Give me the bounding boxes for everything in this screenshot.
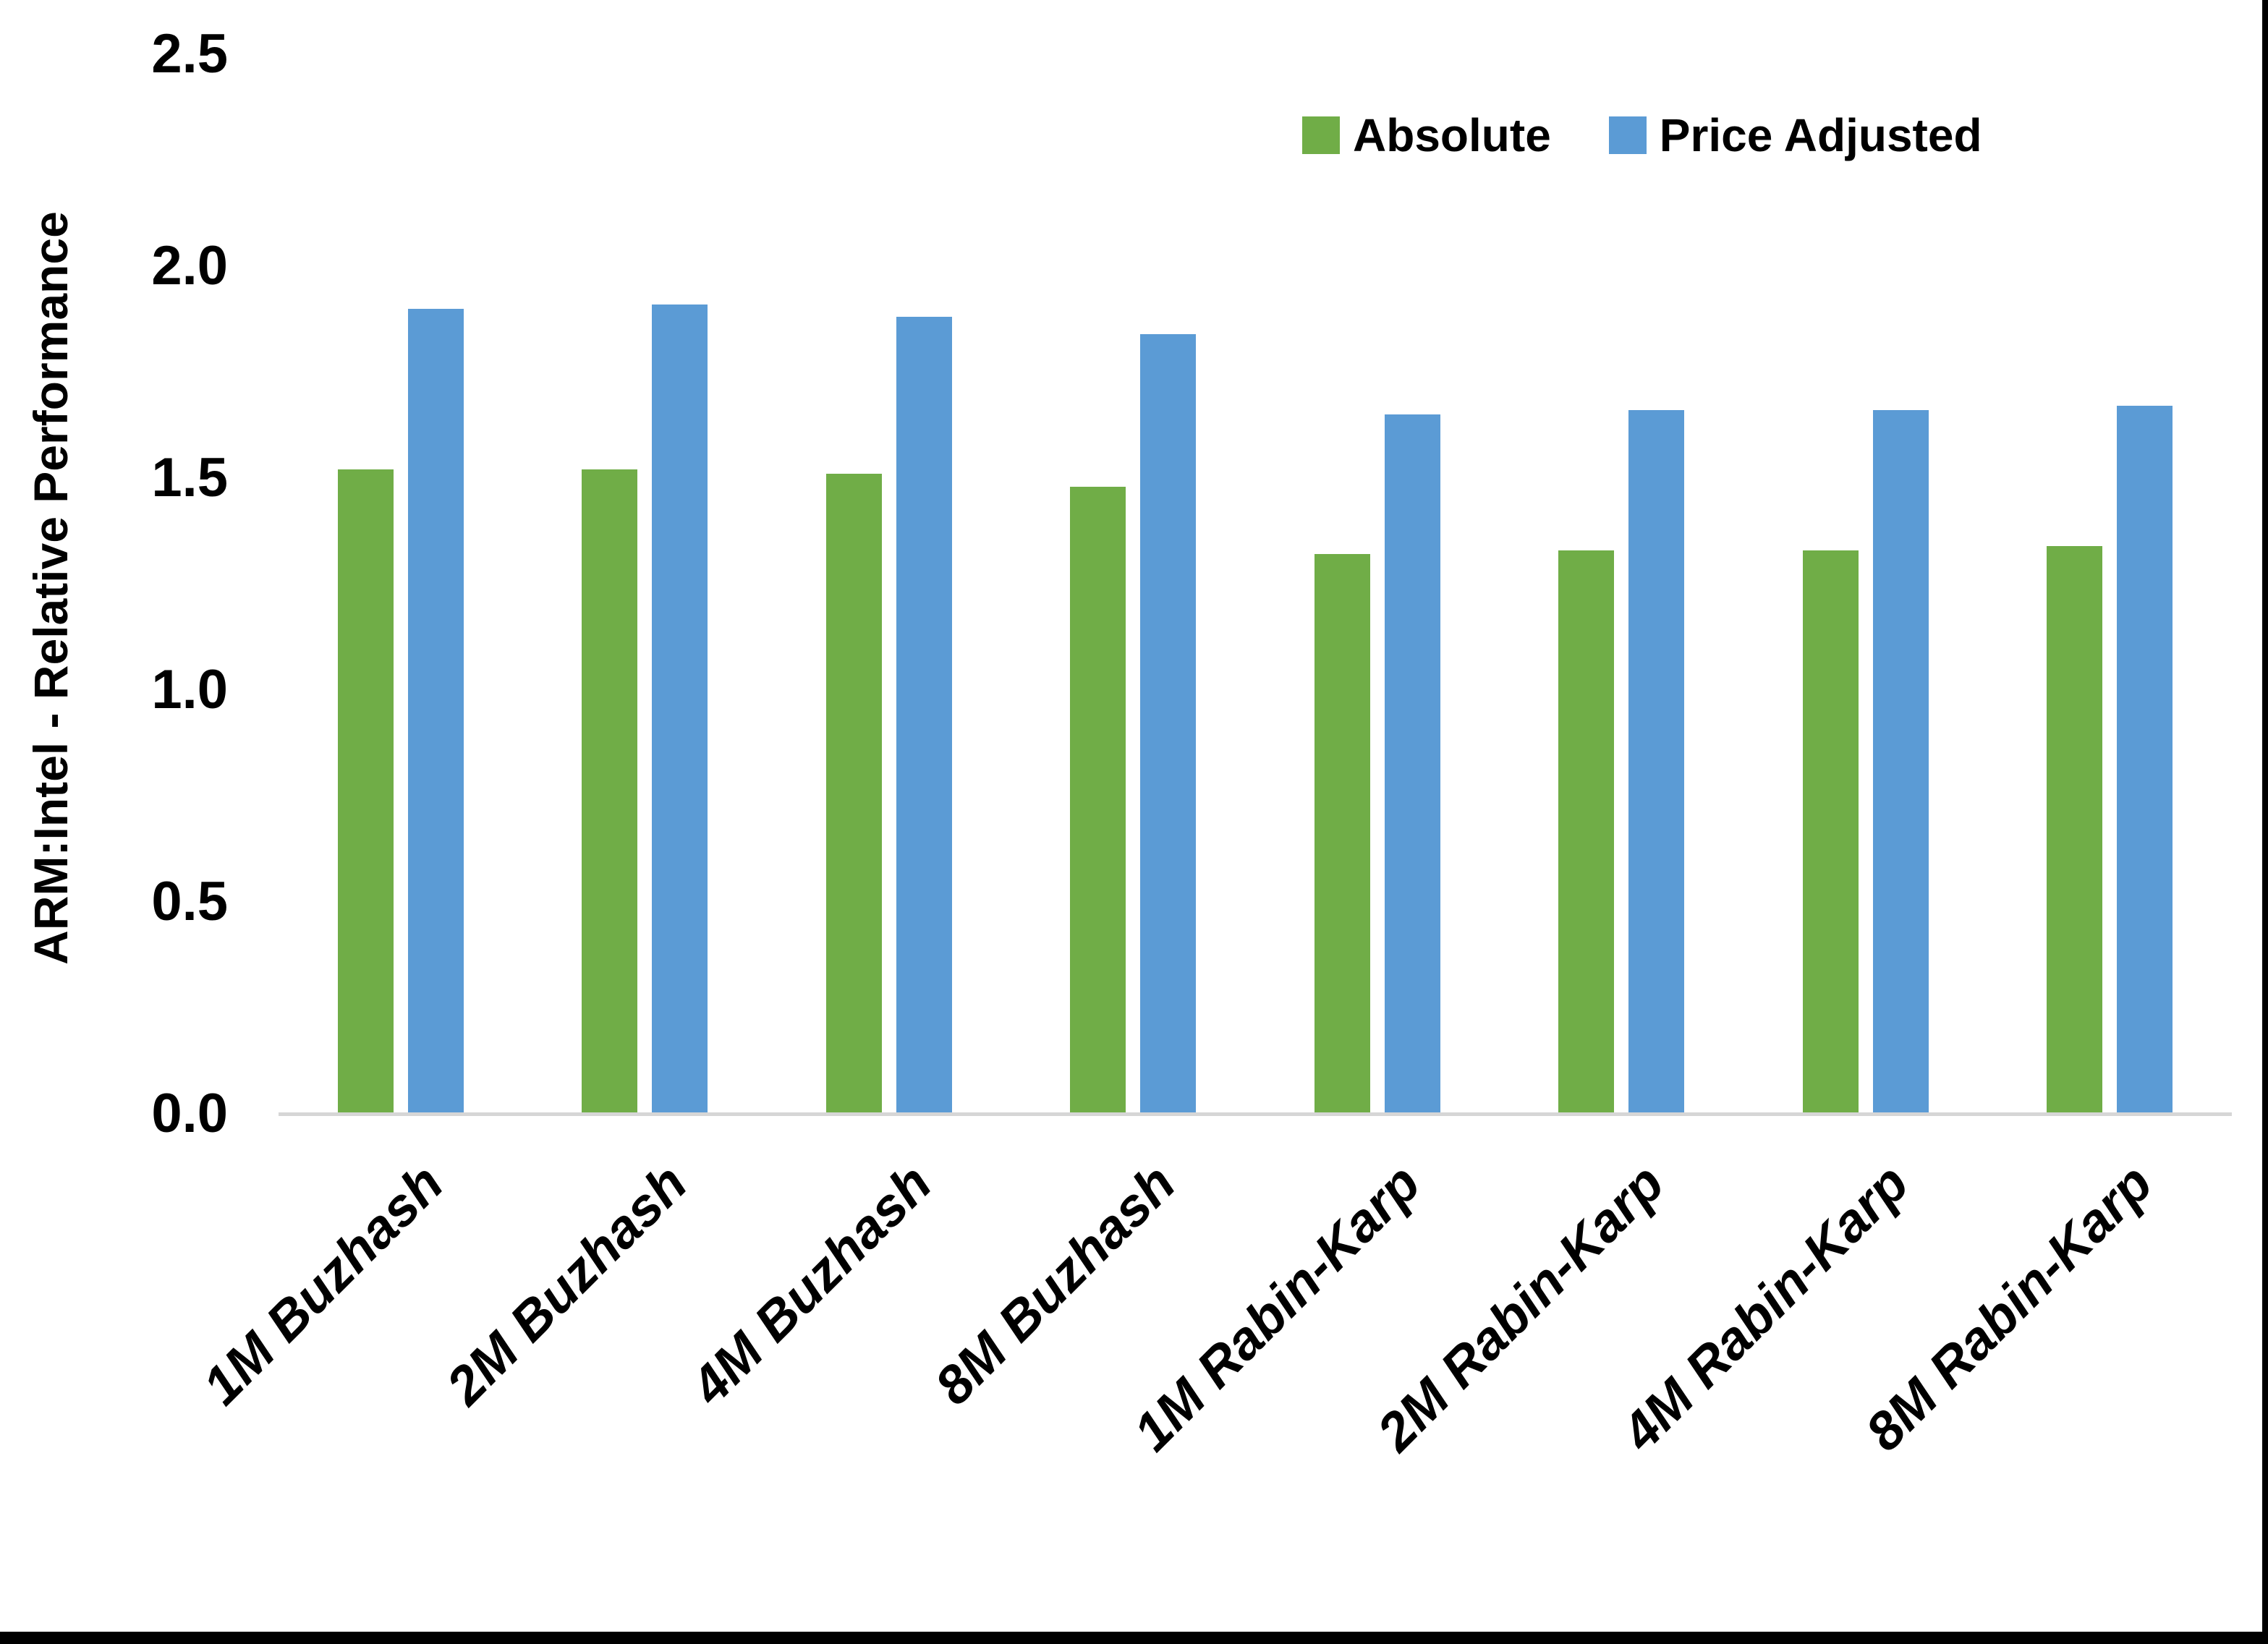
bar-price-adjusted-1m-rabin-karp — [1385, 414, 1440, 1114]
x-category-label-2m-buzhash: 2M Buzhash — [435, 1152, 699, 1416]
y-tick-label-0.0: 0.0 — [151, 1083, 228, 1144]
plot-area — [279, 54, 2232, 1114]
bar-price-adjusted-4m-buzhash — [896, 317, 952, 1114]
bar-absolute-1m-buzhash — [338, 469, 394, 1114]
legend: Absolute Price Adjusted — [1302, 108, 1982, 162]
legend-swatch-price-adjusted-icon — [1608, 116, 1647, 154]
x-category-label-8m-buzhash: 8M Buzhash — [923, 1152, 1187, 1416]
bar-absolute-8m-buzhash — [1070, 487, 1126, 1114]
legend-item-price-adjusted: Price Adjusted — [1608, 108, 1982, 162]
x-axis-baseline — [279, 1112, 2232, 1116]
y-tick-label-2.0: 2.0 — [151, 235, 228, 297]
x-category-label-1m-buzhash: 1M Buzhash — [191, 1152, 455, 1416]
bar-price-adjusted-2m-rabin-karp — [1628, 410, 1684, 1114]
bar-price-adjusted-4m-rabin-karp — [1873, 410, 1929, 1114]
y-tick-label-2.5: 2.5 — [151, 23, 228, 85]
bar-price-adjusted-8m-buzhash — [1140, 334, 1196, 1114]
y-tick-label-1.0: 1.0 — [151, 659, 228, 720]
frame-border-right — [2262, 0, 2268, 1644]
bar-price-adjusted-8m-rabin-karp — [2117, 406, 2173, 1114]
frame-border-bottom — [0, 1632, 2268, 1644]
legend-item-absolute: Absolute — [1302, 108, 1551, 162]
bar-price-adjusted-1m-buzhash — [408, 309, 464, 1114]
bar-absolute-2m-rabin-karp — [1558, 550, 1614, 1114]
bar-absolute-2m-buzhash — [582, 469, 637, 1114]
legend-swatch-absolute-icon — [1302, 116, 1340, 154]
bar-absolute-4m-buzhash — [826, 474, 882, 1114]
legend-label-absolute: Absolute — [1353, 109, 1551, 161]
y-tick-label-1.5: 1.5 — [151, 447, 228, 508]
bar-absolute-4m-rabin-karp — [1803, 550, 1859, 1114]
bar-absolute-1m-rabin-karp — [1314, 554, 1370, 1114]
legend-label-price-adjusted: Price Adjusted — [1659, 109, 1982, 161]
x-category-label-4m-buzhash: 4M Buzhash — [679, 1152, 943, 1416]
y-tick-label-0.5: 0.5 — [151, 871, 228, 932]
bar-price-adjusted-2m-buzhash — [652, 304, 708, 1114]
bar-absolute-8m-rabin-karp — [2047, 546, 2102, 1114]
